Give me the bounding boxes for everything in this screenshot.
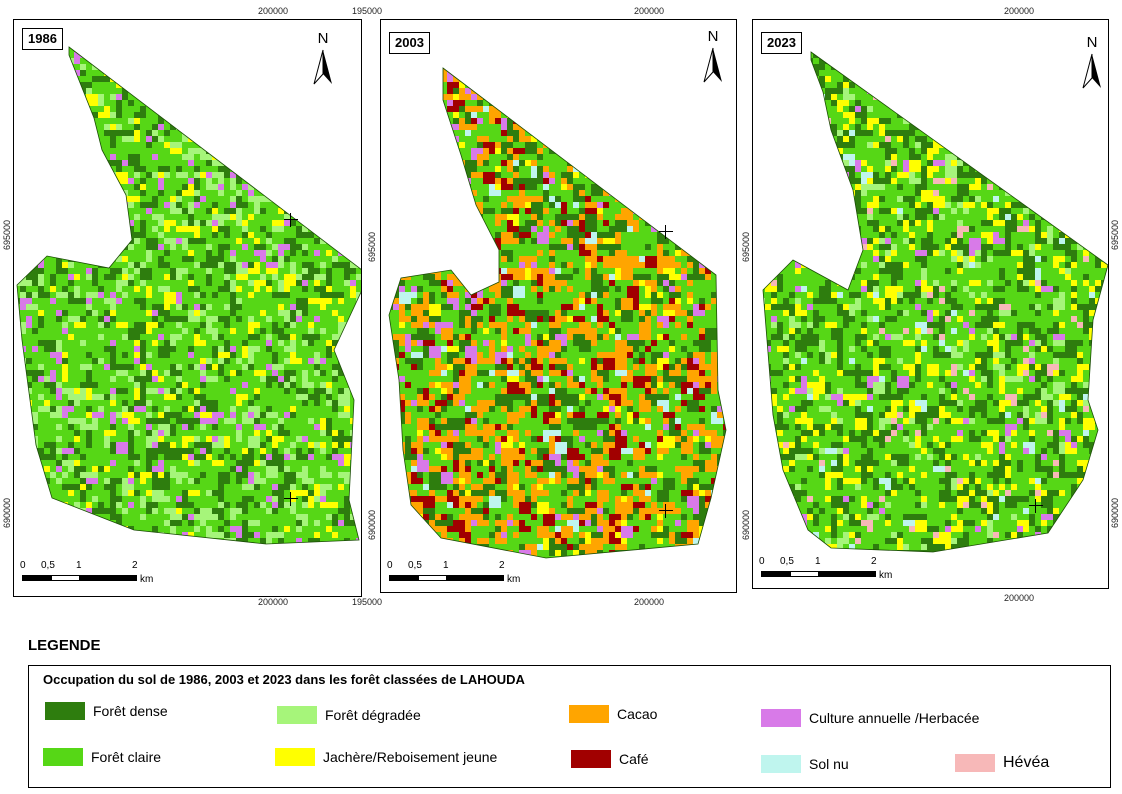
legend-item-sol-nu: Sol nu (761, 755, 849, 773)
grid-cross (659, 504, 673, 518)
coord-label-left: 695000 (2, 219, 12, 250)
legend-item-jachere: Jachère/Reboisement jeune (275, 748, 497, 766)
legend-swatch (275, 748, 315, 766)
legend-item-foret-claire: Forêt claire (43, 748, 161, 766)
north-arrow-icon: N (696, 28, 730, 86)
coord-label-bottom: 200000 (1004, 593, 1035, 603)
legend-box: Occupation du sol de 1986, 2003 et 2023 … (28, 665, 1111, 788)
legend-swatch (277, 706, 317, 724)
legend-swatch (571, 750, 611, 768)
grid-cross (659, 225, 673, 239)
coord-label-left: 690000 (367, 509, 377, 540)
legend-item-culture-annuelle: Culture annuelle /Herbacée (761, 709, 979, 727)
coord-label-top: 195000 (352, 6, 383, 16)
coord-label-bottom: 195000 (352, 597, 383, 607)
map-panel-2003: 2003 N 0 0,5 1 2 km (380, 19, 737, 593)
coord-label-bottom: 200000 (258, 597, 289, 607)
scale-bar: 0 0,5 1 2 km (759, 556, 893, 581)
year-label-2003: 2003 (389, 32, 430, 54)
land-cover-pixels (17, 47, 361, 544)
land-cover-pixels (389, 68, 726, 558)
land-cover-map-1986 (16, 46, 361, 545)
forest-boundary (762, 51, 1108, 553)
north-arrow-icon: N (306, 30, 340, 88)
legend-swatch (955, 754, 995, 772)
land-cover-map-2023 (762, 51, 1108, 553)
grid-cross (1029, 499, 1043, 513)
scale-bar: 0 0,5 1 2 km (387, 560, 521, 585)
coord-label-left: 695000 (741, 231, 751, 262)
forest-boundary (16, 46, 361, 545)
legend-swatch (569, 705, 609, 723)
legend-item-cacao: Cacao (569, 705, 657, 723)
forest-boundary (388, 67, 727, 559)
land-cover-map-2003 (388, 67, 727, 559)
legend-item-foret-dense: Forêt dense (45, 702, 168, 720)
legend-swatch (45, 702, 85, 720)
coord-label-left: 690000 (741, 509, 751, 540)
coord-label-left: 690000 (2, 497, 12, 528)
coord-label-right: 690000 (1110, 497, 1120, 528)
legend-subtitle: Occupation du sol de 1986, 2003 et 2023 … (43, 672, 525, 687)
grid-cross (284, 492, 298, 506)
grid-cross (284, 213, 298, 227)
land-cover-pixels (763, 52, 1108, 552)
legend-swatch (761, 709, 801, 727)
coord-label-bottom: 200000 (634, 597, 665, 607)
legend-item-cafe: Café (571, 750, 649, 768)
coord-label-top: 200000 (634, 6, 665, 16)
year-label-1986: 1986 (22, 28, 63, 50)
map-panel-1986: 1986 N 0 0,5 1 2 km (13, 19, 362, 597)
coord-label-top: 200000 (258, 6, 289, 16)
coord-label-top: 200000 (1004, 6, 1035, 16)
legend-swatch (761, 755, 801, 773)
map-panel-2023: 2023 N 0 0,5 1 2 km (752, 19, 1109, 589)
legend-title: LEGENDE (28, 637, 101, 654)
year-label-2023: 2023 (761, 32, 802, 54)
scale-bar: 0 0,5 1 2 km (20, 560, 154, 585)
coord-label-left: 695000 (367, 231, 377, 262)
legend-swatch (43, 748, 83, 766)
legend-item-foret-degradee: Forêt dégradée (277, 706, 421, 724)
coord-label-right: 695000 (1110, 219, 1120, 250)
legend-item-hevea: Hévéa (955, 754, 1049, 772)
north-arrow-icon: N (1075, 34, 1108, 92)
